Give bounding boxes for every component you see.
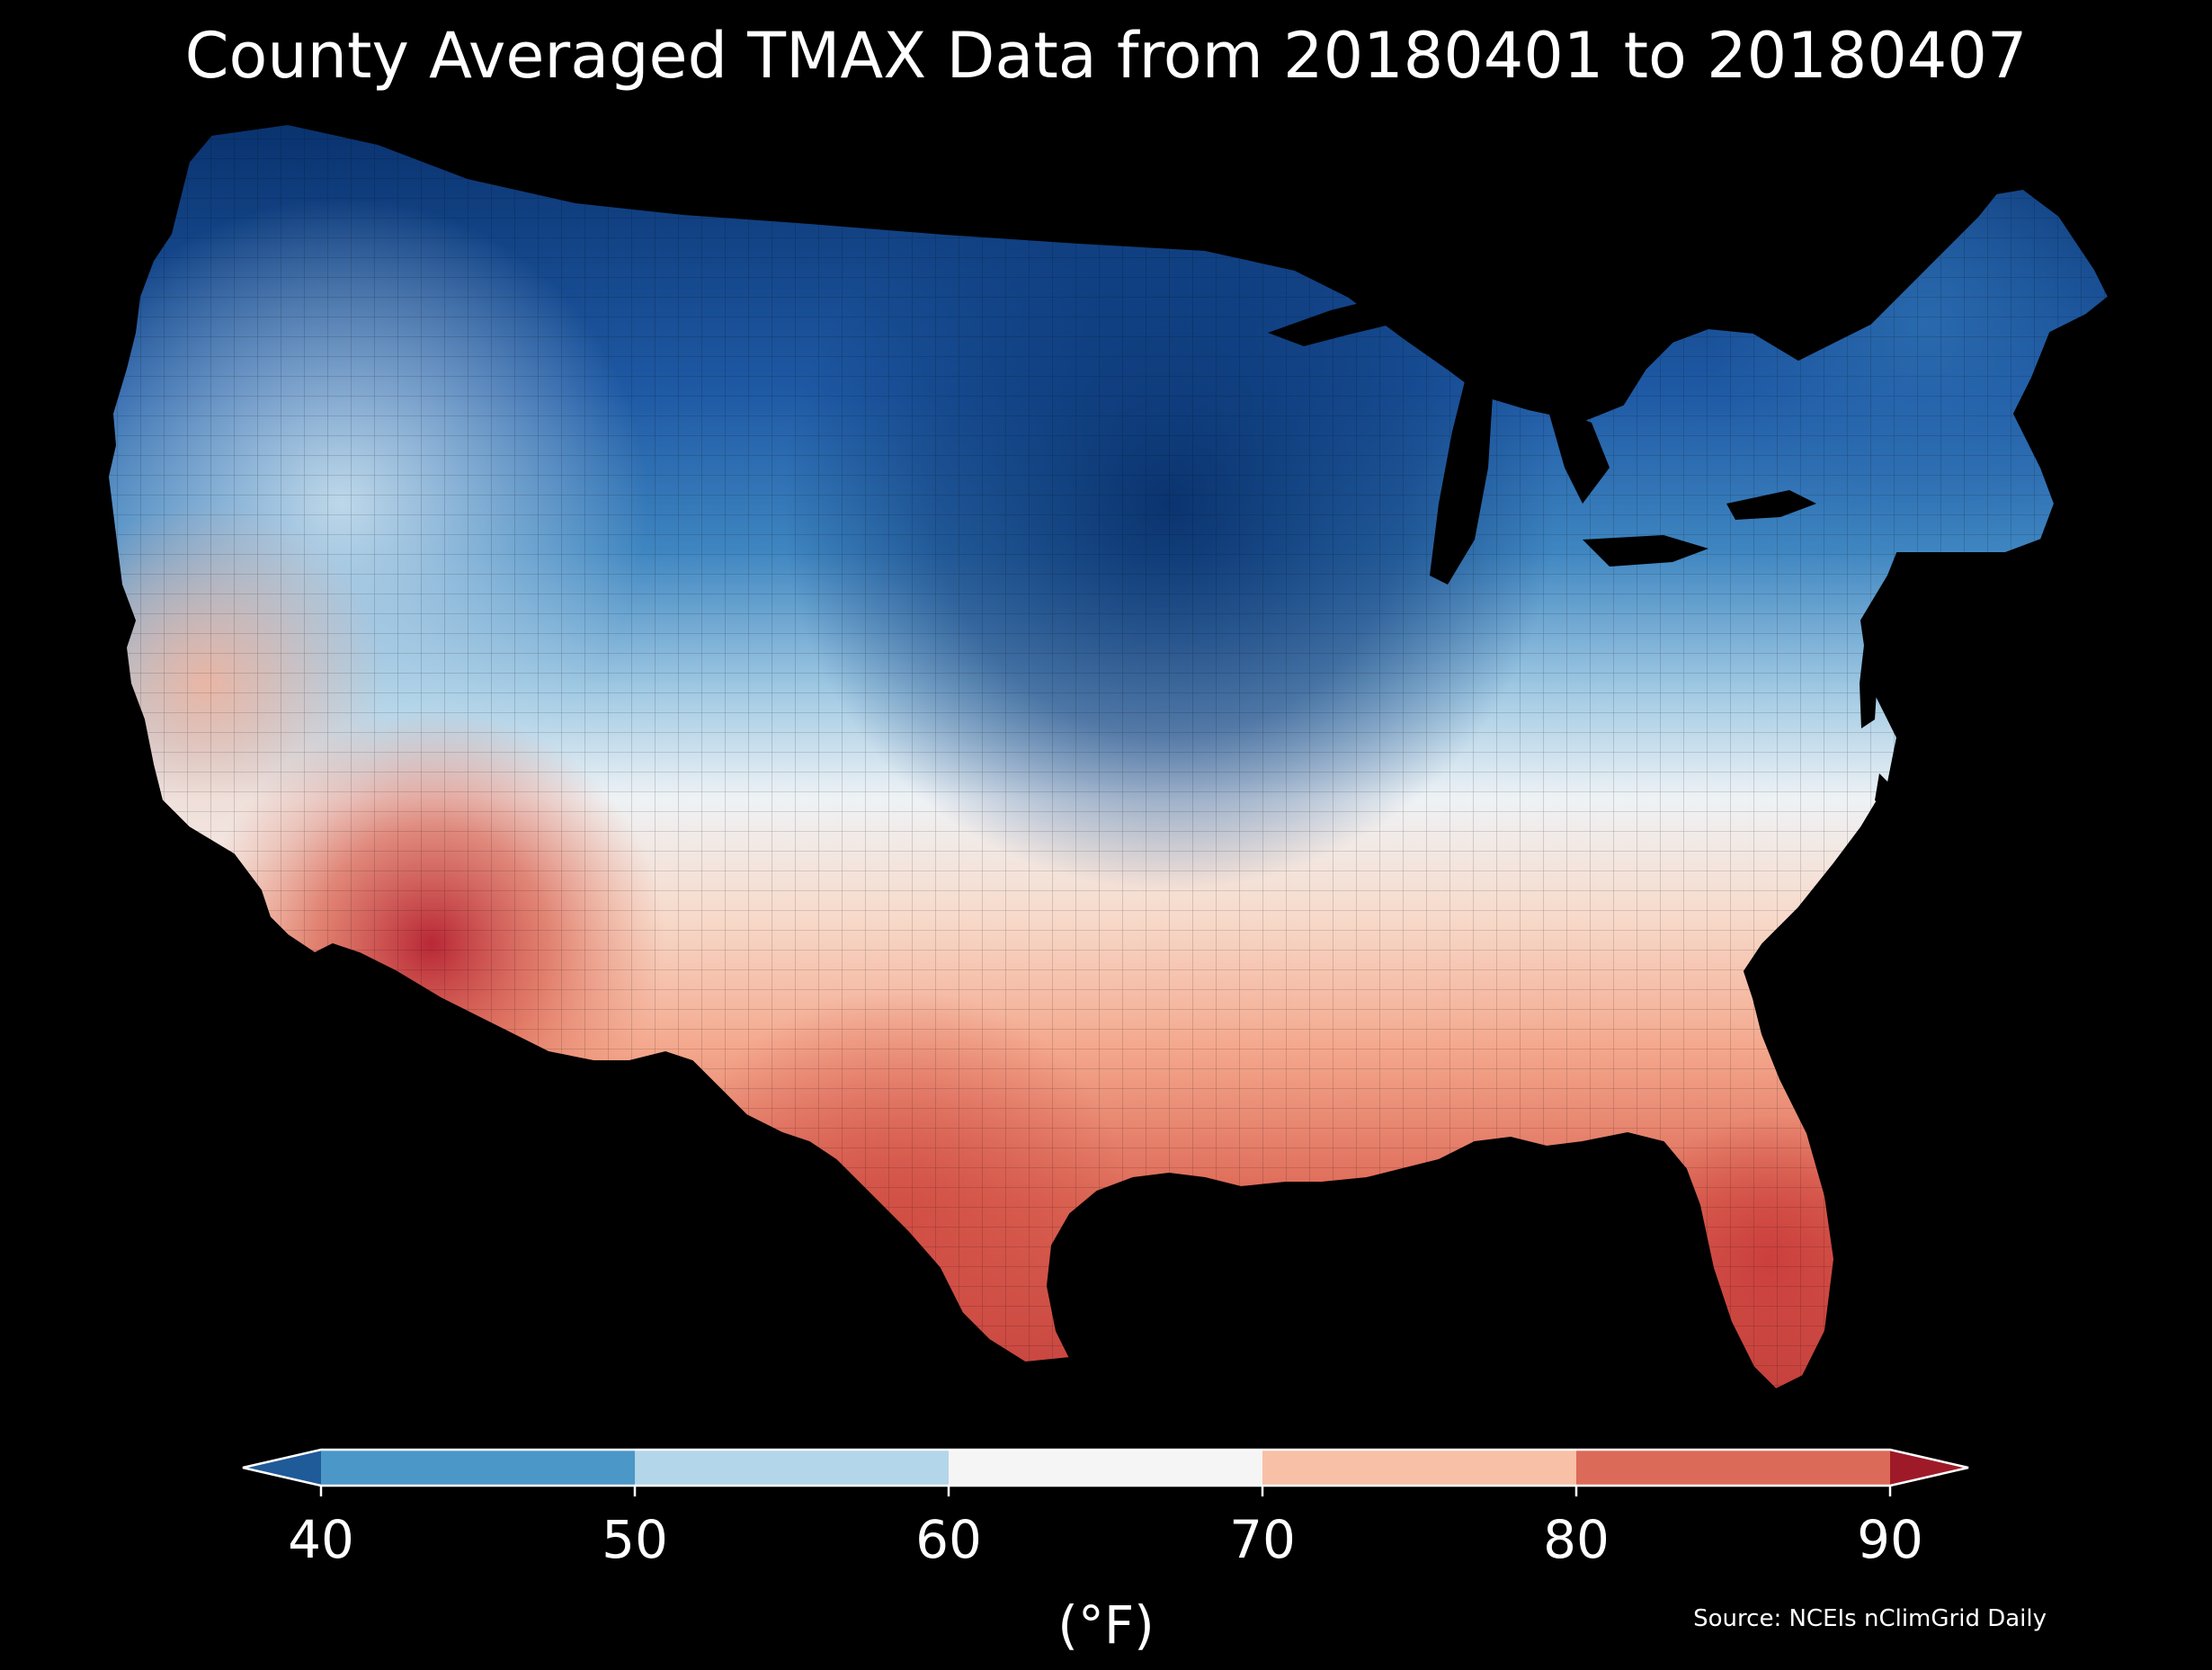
source-credit: Source: NCEIs nClimGrid Daily — [1693, 1605, 2047, 1632]
county-fill-layer — [108, 124, 2109, 1389]
map-title: County Averaged TMAX Data from 20180401 … — [184, 19, 2028, 93]
us-outline — [106, 122, 2110, 1391]
great-lakes — [1268, 297, 1816, 585]
